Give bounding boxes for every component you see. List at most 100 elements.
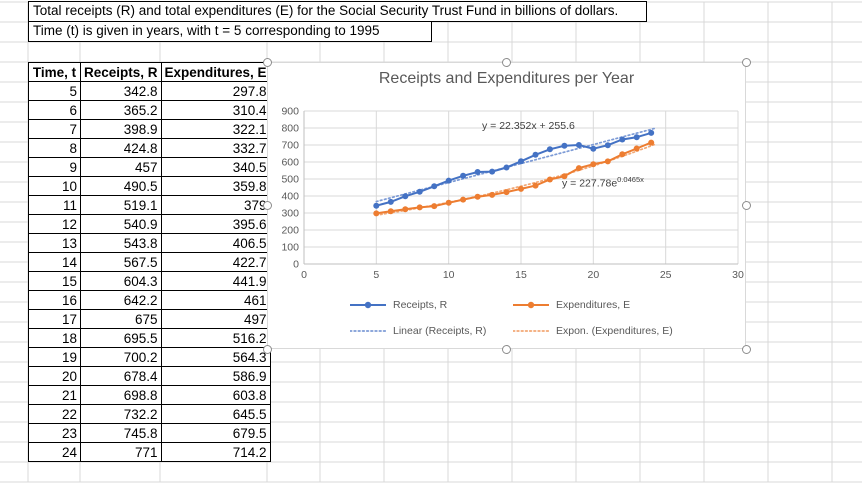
- legend-item-linear-trendline[interactable]: Linear (Receipts, R): [350, 325, 513, 337]
- data-point: [561, 173, 568, 180]
- table-header-row: Time, t Receipts, R Expenditures, E: [28, 62, 271, 82]
- table-cell[interactable]: 406.5: [160, 233, 271, 253]
- table-cell[interactable]: 5: [28, 81, 81, 101]
- linear-trendline-equation[interactable]: y = 22.352x + 255.6: [482, 120, 575, 132]
- data-point: [416, 188, 423, 195]
- table-cell[interactable]: 497: [160, 309, 271, 329]
- data-point: [387, 198, 394, 205]
- table-cell[interactable]: 18: [28, 328, 81, 348]
- table-cell[interactable]: 567.5: [80, 252, 162, 272]
- chart-title[interactable]: Receipts and Expenditures per Year: [378, 70, 635, 87]
- chart-resize-handle[interactable]: [262, 344, 272, 354]
- plot-area[interactable]: 0 100 200 300 400 500 600 700 800 900 0 5 10 15 20 25 30: [268, 63, 745, 348]
- data-point: [489, 191, 496, 198]
- table-cell[interactable]: 516.2: [160, 328, 271, 348]
- table-cell[interactable]: 675: [80, 309, 162, 329]
- table-cell[interactable]: 297.8: [160, 81, 271, 101]
- table-cell[interactable]: 322.1: [160, 119, 271, 139]
- chart[interactable]: Receipts and Expenditures per Year 0 100 2…: [267, 62, 746, 349]
- table-cell[interactable]: 365.2: [80, 100, 162, 120]
- table-cell[interactable]: 679.5: [160, 423, 271, 443]
- chart-resize-handle[interactable]: [262, 57, 272, 67]
- table-cell[interactable]: 8: [28, 138, 81, 158]
- x-tick-label: 20: [587, 269, 599, 281]
- table-cell[interactable]: 21: [28, 385, 81, 405]
- table-cell[interactable]: 698.8: [80, 385, 162, 405]
- table-row: 9 457 340.5: [28, 157, 271, 177]
- sheet-title-cell-1[interactable]: Total receipts (R) and total expenditure…: [28, 1, 647, 22]
- table-cell[interactable]: 23: [28, 423, 81, 443]
- table-cell[interactable]: 543.8: [80, 233, 162, 253]
- table-cell[interactable]: 379: [160, 195, 271, 215]
- table-cell[interactable]: 9: [28, 157, 81, 177]
- data-point: [648, 139, 655, 146]
- table-cell[interactable]: 7: [28, 119, 81, 139]
- table-cell[interactable]: 645.5: [160, 404, 271, 424]
- table-cell[interactable]: 490.5: [80, 176, 162, 196]
- table-cell[interactable]: 441.9: [160, 271, 271, 291]
- table-cell[interactable]: 642.2: [80, 290, 162, 310]
- table-cell[interactable]: 19: [28, 347, 81, 367]
- series-receipts[interactable]: [373, 129, 655, 209]
- table-cell[interactable]: 519.1: [80, 195, 162, 215]
- table-cell[interactable]: 457: [80, 157, 162, 177]
- table-cell[interactable]: 13: [28, 233, 81, 253]
- table-cell[interactable]: 15: [28, 271, 81, 291]
- legend-item-exponential-trendline[interactable]: Expon. (Expenditures, E): [513, 325, 676, 337]
- table-cell[interactable]: 6: [28, 100, 81, 120]
- legend-dotted-line-icon: [513, 330, 549, 332]
- table-row: 15 604.3 441.9: [28, 271, 271, 291]
- chart-resize-handle[interactable]: [741, 344, 751, 354]
- table-cell[interactable]: 340.5: [160, 157, 271, 177]
- chart-resize-handle[interactable]: [502, 344, 511, 354]
- table-cell[interactable]: 342.8: [80, 81, 162, 101]
- table-cell[interactable]: 395.6: [160, 214, 271, 234]
- chart-resize-handle[interactable]: [741, 57, 751, 67]
- table-cell[interactable]: 603.8: [160, 385, 271, 405]
- table-row: 5 342.8 297.8: [28, 81, 271, 101]
- table-cell[interactable]: 540.9: [80, 214, 162, 234]
- series-expenditures[interactable]: [373, 139, 655, 217]
- table-header-2[interactable]: Expenditures, E: [160, 62, 271, 82]
- table-cell[interactable]: 10: [28, 176, 81, 196]
- legend-item-expenditures[interactable]: Expenditures, E: [513, 299, 676, 311]
- table-cell[interactable]: 398.9: [80, 119, 162, 139]
- table-cell[interactable]: 564.3: [160, 347, 271, 367]
- exponential-trendline-equation[interactable]: y = 227.78e0.0465x: [562, 175, 644, 190]
- table-cell[interactable]: 14: [28, 252, 81, 272]
- table-cell[interactable]: 424.8: [80, 138, 162, 158]
- table-header-1[interactable]: Receipts, R: [80, 62, 162, 82]
- chart-resize-handle[interactable]: [502, 57, 511, 67]
- chart-legend-series: Receipts, R Expenditures, E: [350, 297, 676, 313]
- table-cell[interactable]: 20: [28, 366, 81, 386]
- table-cell[interactable]: 11: [28, 195, 81, 215]
- table-cell[interactable]: 17: [28, 309, 81, 329]
- chart-resize-handle[interactable]: [262, 201, 272, 210]
- linear-trendline[interactable]: [375, 127, 657, 203]
- table-cell[interactable]: 332.7: [160, 138, 271, 158]
- table-cell[interactable]: 16: [28, 290, 81, 310]
- table-cell[interactable]: 24: [28, 442, 81, 462]
- table-row: 10 490.5 359.8: [28, 176, 271, 196]
- table-cell[interactable]: 461: [160, 290, 271, 310]
- table-cell[interactable]: 422.7: [160, 252, 271, 272]
- table-cell[interactable]: 745.8: [80, 423, 162, 443]
- table-cell[interactable]: 310.4: [160, 100, 271, 120]
- sheet-title-cell-2[interactable]: Time (t) is given in years, with t = 5 c…: [28, 21, 432, 42]
- table-cell[interactable]: 604.3: [80, 271, 162, 291]
- table-row: 18 695.5 516.2: [28, 328, 271, 348]
- table-cell[interactable]: 359.8: [160, 176, 271, 196]
- table-header-0[interactable]: Time, t: [28, 62, 81, 82]
- table-cell[interactable]: 695.5: [80, 328, 162, 348]
- legend-item-receipts[interactable]: Receipts, R: [350, 299, 513, 311]
- chart-resize-handle[interactable]: [741, 201, 751, 210]
- table-cell[interactable]: 22: [28, 404, 81, 424]
- table-cell[interactable]: 12: [28, 214, 81, 234]
- table-cell[interactable]: 700.2: [80, 347, 162, 367]
- table-cell[interactable]: 732.2: [80, 404, 162, 424]
- table-cell[interactable]: 586.9: [160, 366, 271, 386]
- table-cell[interactable]: 714.2: [160, 442, 271, 462]
- data-point: [546, 176, 553, 183]
- table-cell[interactable]: 678.4: [80, 366, 162, 386]
- table-cell[interactable]: 771: [80, 442, 162, 462]
